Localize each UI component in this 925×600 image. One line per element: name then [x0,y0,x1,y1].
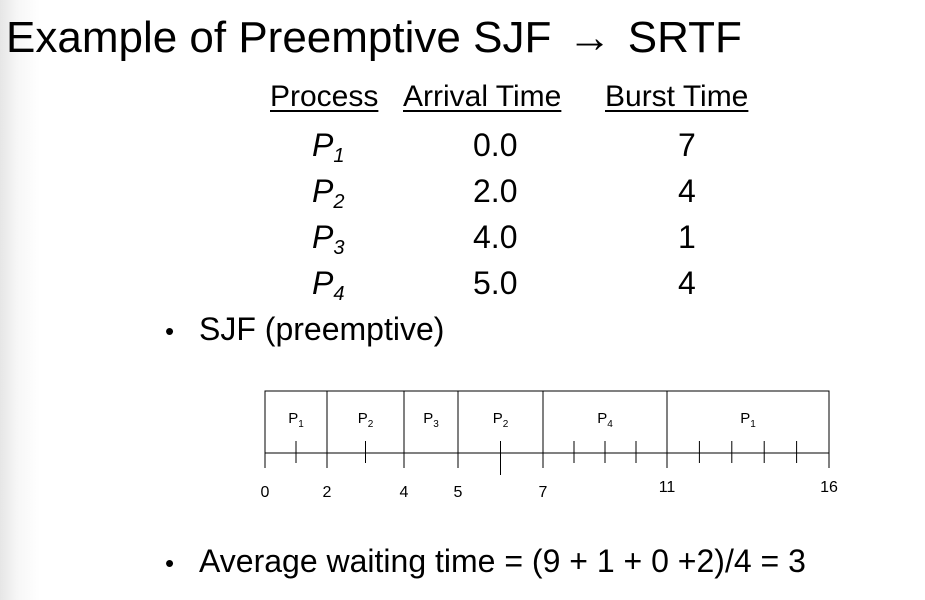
segment-label: P1 [740,410,756,430]
time-label: 16 [820,479,838,496]
segment-label: P4 [597,410,613,430]
time-label: 0 [261,484,270,501]
bullet-text: Average waiting time = (9 + 1 + 0 +2)/4 … [199,543,806,579]
burst-time: 4 [678,173,696,209]
title-text-srtf: SRTF [627,13,742,62]
header-process: Process [270,80,379,113]
arrival-time: 0.0 [473,127,518,163]
table-row: P1 0.0 7 [0,122,925,168]
time-label: 7 [539,484,548,501]
bullet-dot-icon: • [165,316,175,346]
bullet-sjf-preemptive: • SJF (preemptive) [165,308,444,352]
arrival-time: 2.0 [473,173,518,209]
bullet-text: SJF (preemptive) [199,311,445,347]
bullet-dot-icon: • [165,548,175,578]
slide-title: Example of Preemptive SJF → SRTF [6,10,742,66]
arrival-time: 5.0 [473,265,518,301]
time-label: 11 [659,479,676,496]
table-row: P3 4.0 1 [0,214,925,260]
segment-label: P3 [423,410,439,430]
gantt-chart: P1 P2 P3 P2 P4 P1 0 2 4 5 7 11 16 [261,390,838,501]
segment-label: P2 [493,410,509,430]
segment-label: P1 [288,410,304,430]
burst-time: 1 [678,219,696,255]
time-label: 2 [323,484,332,501]
table-row: P2 2.0 4 [0,168,925,214]
process-name: P3 [312,219,345,259]
time-label: 5 [454,484,463,501]
process-name: P1 [312,127,345,167]
burst-time: 7 [678,127,696,163]
header-burst-time: Burst Time [605,80,749,113]
bullet-average-waiting-time: • Average waiting time = (9 + 1 + 0 +2)/4… [165,540,806,584]
time-label: 4 [400,484,409,501]
arrival-time: 4.0 [473,219,518,255]
burst-time: 4 [678,265,696,301]
process-name: P2 [312,173,345,213]
right-arrow-icon: → [567,13,612,62]
title-text: Example of Preemptive SJF [6,13,552,62]
table-row: P4 5.0 4 [0,260,925,306]
process-name: P4 [312,265,345,305]
header-arrival-time: Arrival Time [403,80,562,113]
segment-label: P2 [358,410,374,430]
